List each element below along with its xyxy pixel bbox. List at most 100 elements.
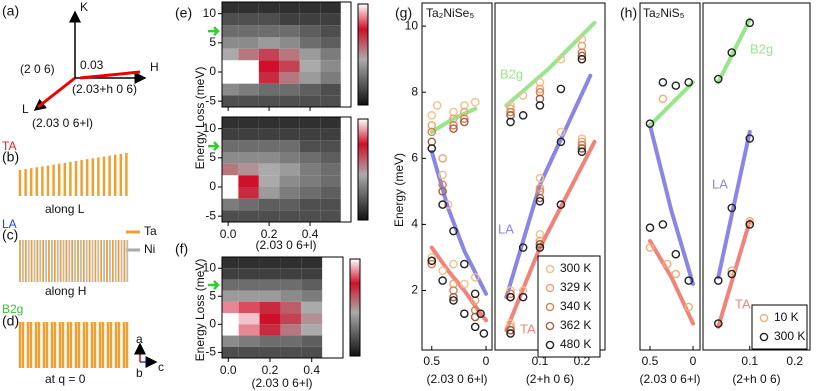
heat-cell [301, 279, 323, 291]
data-point [535, 183, 545, 193]
heat-cell [238, 187, 259, 199]
data-point [727, 48, 737, 57]
heat-cell [280, 313, 302, 325]
panel-label: (a) [2, 3, 19, 19]
branch-line [647, 123, 696, 286]
heat-cell [280, 346, 302, 358]
colorbar [349, 258, 361, 357]
data-point [427, 256, 437, 266]
data-point [470, 272, 480, 282]
data-point [727, 269, 737, 279]
data-point [438, 276, 447, 285]
origin-label: (2 0 6) [20, 62, 55, 76]
legend-marker [545, 340, 555, 350]
heat-cell [259, 279, 281, 291]
heat-cell [279, 187, 300, 199]
arrow [208, 280, 220, 290]
data-point [427, 144, 437, 153]
y-tick-label: 0 [209, 179, 216, 193]
data-point [577, 54, 587, 64]
heat-cell [301, 313, 323, 325]
data-point [577, 147, 587, 157]
legend-label: 480 K [560, 337, 591, 351]
data-point [535, 84, 545, 94]
data-point [449, 296, 458, 305]
heat-cell [259, 313, 281, 325]
heat-cell [301, 335, 323, 347]
heat-cell [222, 13, 239, 26]
data-point [713, 319, 723, 328]
data-point [713, 74, 723, 84]
y-tick-label: 10 [203, 260, 217, 274]
heat-cell [320, 198, 341, 211]
data-point [535, 243, 545, 252]
heat-cell [222, 175, 239, 187]
data-point [449, 226, 458, 236]
heat-cell [238, 83, 259, 96]
heat-cell [279, 198, 300, 211]
heat-cell [222, 257, 239, 269]
legend-label: Ni [144, 242, 155, 256]
x-tick-label: 0.0 [220, 363, 237, 377]
heat-cell [222, 25, 239, 37]
heat-cell [280, 324, 302, 336]
branch-label: TA [520, 321, 536, 336]
heat-cell [238, 335, 260, 347]
legend-marker [545, 302, 555, 312]
colorbar [357, 118, 369, 221]
data-point [460, 259, 469, 269]
heat-cell [279, 210, 300, 222]
heat-cell [279, 83, 300, 96]
y-tick-label: 10 [405, 18, 419, 32]
data-point [438, 187, 447, 196]
heat-cell [279, 72, 300, 84]
y-tick-label: -5 [205, 208, 216, 222]
heat-cell [258, 25, 280, 37]
legend-marker [759, 332, 769, 342]
heat-cell [258, 175, 280, 187]
heat-cell [279, 60, 300, 72]
heat-cell [238, 290, 260, 302]
heat-cell [222, 72, 239, 84]
heat-cell [222, 95, 239, 107]
heat-cell [258, 83, 280, 96]
heat-cell [238, 72, 259, 84]
data-point [506, 325, 515, 335]
y-tick-label: 6 [411, 150, 418, 164]
x-tick-label: 0.1 [741, 354, 758, 368]
data-point [577, 144, 587, 153]
data-point [518, 292, 528, 302]
heat-cell [238, 324, 260, 336]
y-tick-label: 4 [411, 217, 418, 231]
data-point [645, 119, 655, 128]
heat-cell [299, 128, 321, 141]
heat-cell [238, 346, 260, 358]
heat-cell [279, 140, 300, 152]
path-h [79, 70, 141, 80]
data-point [662, 259, 672, 269]
panel-label: (c) [2, 227, 18, 243]
legend-label: 340 K [560, 299, 591, 313]
data-point [460, 114, 469, 123]
x-tick-label: 0.2 [262, 363, 279, 377]
data-point [671, 249, 681, 259]
heat-cell [222, 268, 239, 280]
branch-label: B2g [500, 66, 523, 81]
legend-label: 10 K [774, 310, 799, 324]
data-point [658, 78, 668, 87]
axis-label: K [80, 0, 88, 14]
heat-cell [280, 335, 302, 347]
heat-cell [299, 13, 321, 26]
heat-cell [320, 163, 341, 176]
heat-cell [258, 37, 280, 49]
x-tick-label: 0.2 [574, 354, 591, 368]
heat-cell [279, 117, 300, 129]
data-point [449, 292, 458, 302]
data-point [658, 220, 668, 229]
panel-label: (e) [175, 5, 192, 21]
y-tick-label: 8 [411, 84, 418, 98]
legend-marker [545, 264, 555, 274]
data-point [556, 200, 566, 209]
compound: Ta₂NiS₅ [643, 6, 685, 20]
heat-cell [320, 13, 341, 26]
